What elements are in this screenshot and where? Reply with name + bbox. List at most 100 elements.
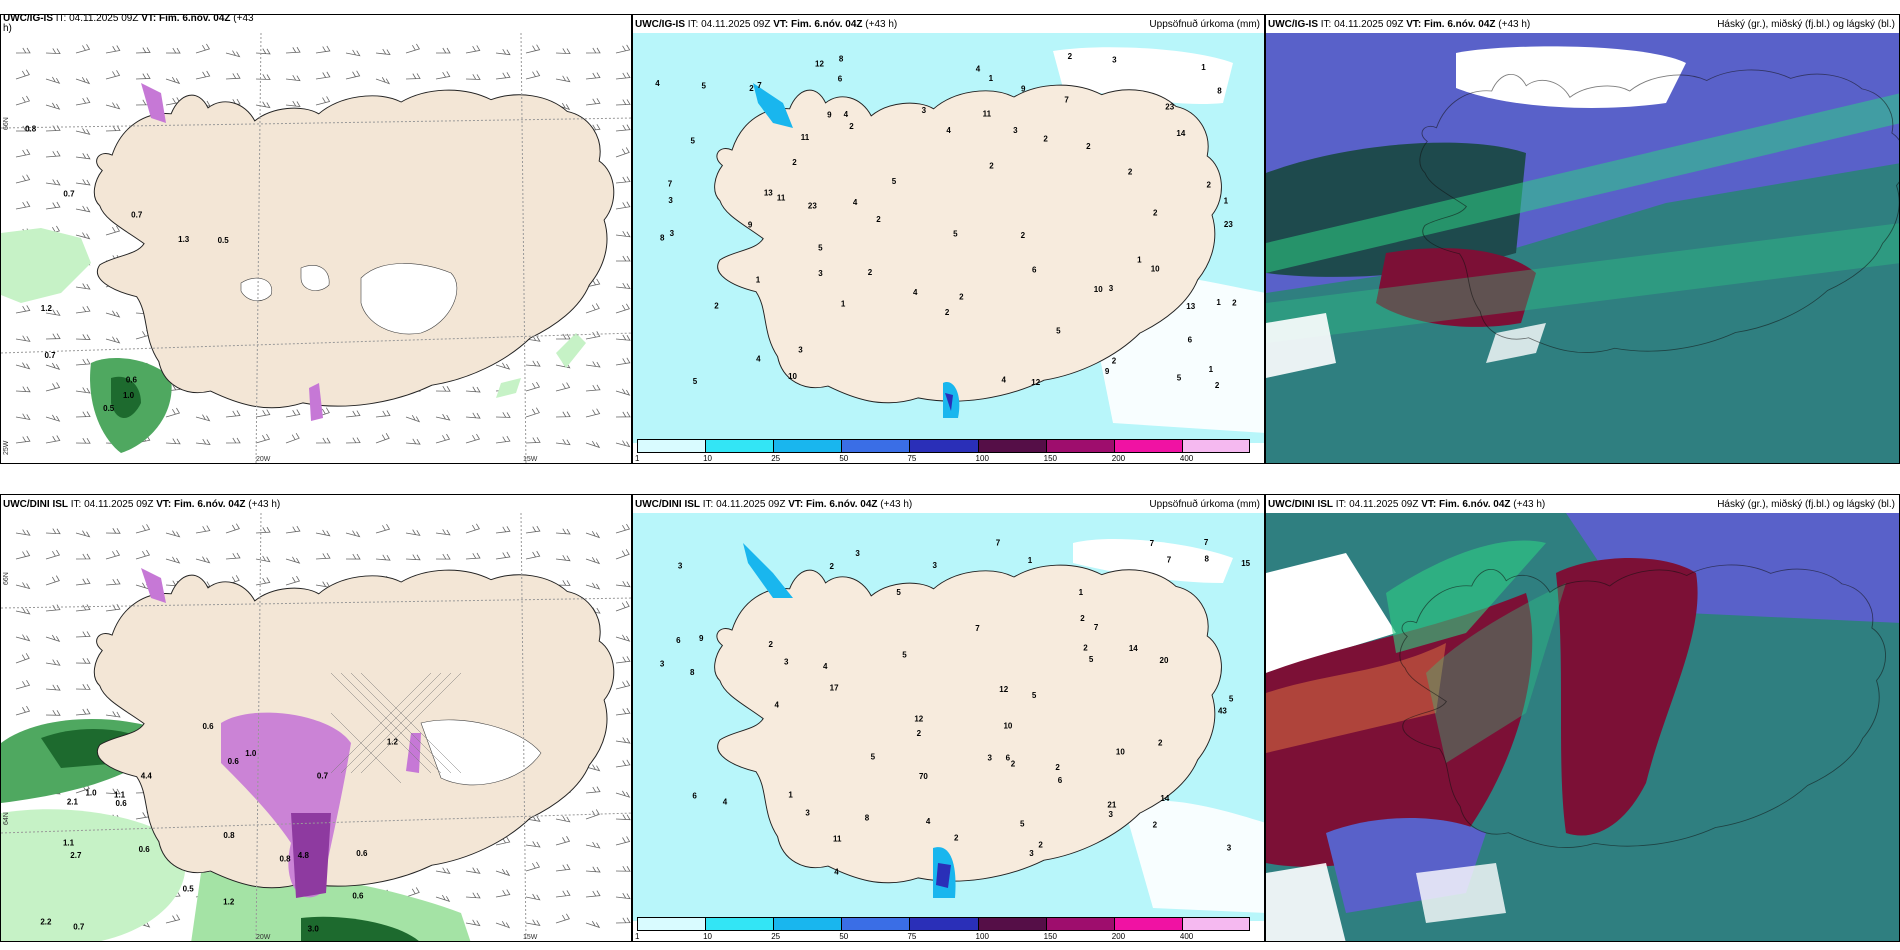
precip-value: 1: [1224, 197, 1229, 206]
precip-value: 8: [839, 54, 844, 63]
precip-value: 6: [692, 791, 697, 800]
precip-value: 14: [1176, 129, 1185, 138]
panel-subtitle: Uppsöfnuð úrkoma (mm): [1149, 499, 1260, 510]
wind-barb: [105, 549, 121, 560]
wind-barb: [435, 867, 451, 874]
precip-value: 3: [818, 269, 823, 278]
colorbar-segment: [909, 917, 978, 931]
wind-barb: [585, 582, 601, 590]
precip-green-area: [1, 228, 91, 303]
wind-barb: [285, 525, 301, 534]
wind-barb: [135, 73, 151, 80]
precip-value: 70: [919, 772, 928, 781]
precip-value: 2: [1043, 135, 1048, 144]
wind-barb: [525, 550, 541, 560]
colorbar-segment: [841, 917, 910, 931]
wind-barb: [615, 303, 630, 314]
wind-barb: [45, 710, 61, 716]
precip-value: 2: [989, 161, 994, 170]
precip-value: 2: [1086, 142, 1091, 151]
wind-barb: [45, 76, 61, 84]
wind-barb: [105, 336, 121, 344]
wind-barb: [375, 410, 391, 418]
panel-top-right-cloud: UWC/IG-IS IT: 04.11.2025 09Z VT: Fim. 6.…: [1265, 14, 1900, 464]
wind-barb: [105, 528, 121, 534]
precip-map: 2221212213232102125578311141235548102941…: [633, 33, 1264, 443]
panel-title: UWC/IG-IS IT: 04.11.2025 09Z VT: Fim. 6.…: [3, 14, 254, 24]
precip-value: 2: [792, 158, 797, 167]
hatching: [330, 672, 462, 784]
wind-barb: [435, 47, 451, 54]
wind-barb: [555, 382, 571, 392]
wind-barb: [15, 362, 31, 370]
wind-barb: [285, 46, 301, 54]
colorbar-label: 400: [1179, 454, 1194, 463]
wind-barb: [555, 438, 571, 446]
precip-contour-label: 2.2: [40, 917, 52, 926]
precip-value: 1: [1079, 588, 1084, 597]
wind-barb: [15, 582, 31, 590]
colorbar: 1 10 25 50 75 100 150 200 400: [635, 917, 1250, 941]
colorbar-label: 100: [975, 932, 989, 941]
precip-value: 2: [1153, 209, 1158, 218]
wind-barb: [525, 437, 541, 444]
precip-point-values: 2221212213232102125578311141235548102941…: [655, 52, 1237, 390]
precip-contour-label: 0.6: [202, 722, 214, 731]
wind-barb: [465, 892, 481, 899]
lon-label-15w: 15W: [523, 456, 538, 463]
precip-value: 4: [756, 355, 761, 364]
precip-contour-label: 0.6: [356, 849, 368, 858]
wind-barb: [45, 382, 61, 392]
colorbar-segment: [773, 917, 842, 931]
wind-barb: [555, 580, 571, 586]
wind-barb: [345, 530, 361, 538]
wind-barb: [405, 43, 420, 54]
wind-barb: [585, 764, 601, 772]
precip-value: 3: [1112, 56, 1117, 65]
precip-value: 20: [1160, 656, 1169, 665]
wind-barb: [615, 388, 631, 396]
wind-barb: [105, 45, 121, 54]
precip-contour-label: 1.1: [114, 791, 126, 800]
wind-barb: [405, 73, 421, 80]
wind-barb: [555, 890, 571, 898]
wind-barb: [435, 433, 451, 444]
precip-contour-label: 3.0: [308, 924, 320, 933]
precip-value: 12: [815, 59, 824, 68]
wind-barb: [45, 634, 61, 642]
precip-value: 2: [1083, 643, 1088, 652]
precip-value: 2: [769, 640, 774, 649]
wind-barb: [105, 578, 121, 586]
wind-barb: [405, 529, 421, 536]
precip-value: 2: [917, 729, 922, 738]
wind-barb: [465, 867, 481, 874]
wind-barb: [15, 653, 30, 664]
wind-barb: [495, 868, 511, 877]
wind-barb: [615, 759, 631, 768]
wind-barb: [375, 523, 391, 534]
precip-contour-label: 0.5: [218, 236, 230, 245]
colorbar-segment: [1181, 917, 1250, 931]
wind-barb: [345, 437, 361, 444]
precip-value: 4: [1002, 375, 1007, 384]
precip-value: 6: [1188, 335, 1193, 344]
wind-barb: [285, 433, 300, 444]
precip-value: 11: [833, 834, 842, 843]
precip-contour-label: 4.4: [141, 772, 153, 781]
wind-barb: [435, 553, 451, 560]
wind-barb: [555, 333, 571, 340]
colorbar-segment: [1113, 917, 1182, 931]
precip-contour-label: 1.0: [245, 749, 257, 758]
precip-value: 1: [788, 790, 793, 799]
wind-barb: [525, 407, 540, 418]
precip-value: 6: [676, 636, 681, 645]
wind-barb: [75, 232, 91, 240]
wind-barb: [15, 386, 31, 393]
wind-barb: [45, 684, 61, 691]
wind-barb: [135, 549, 151, 560]
precip-value: 2: [876, 215, 881, 224]
panel-subtitle: Uppsöfnuð úrkoma (mm): [1149, 19, 1260, 30]
precip-value: 14: [1160, 794, 1169, 803]
precip-value: 2: [749, 84, 754, 93]
